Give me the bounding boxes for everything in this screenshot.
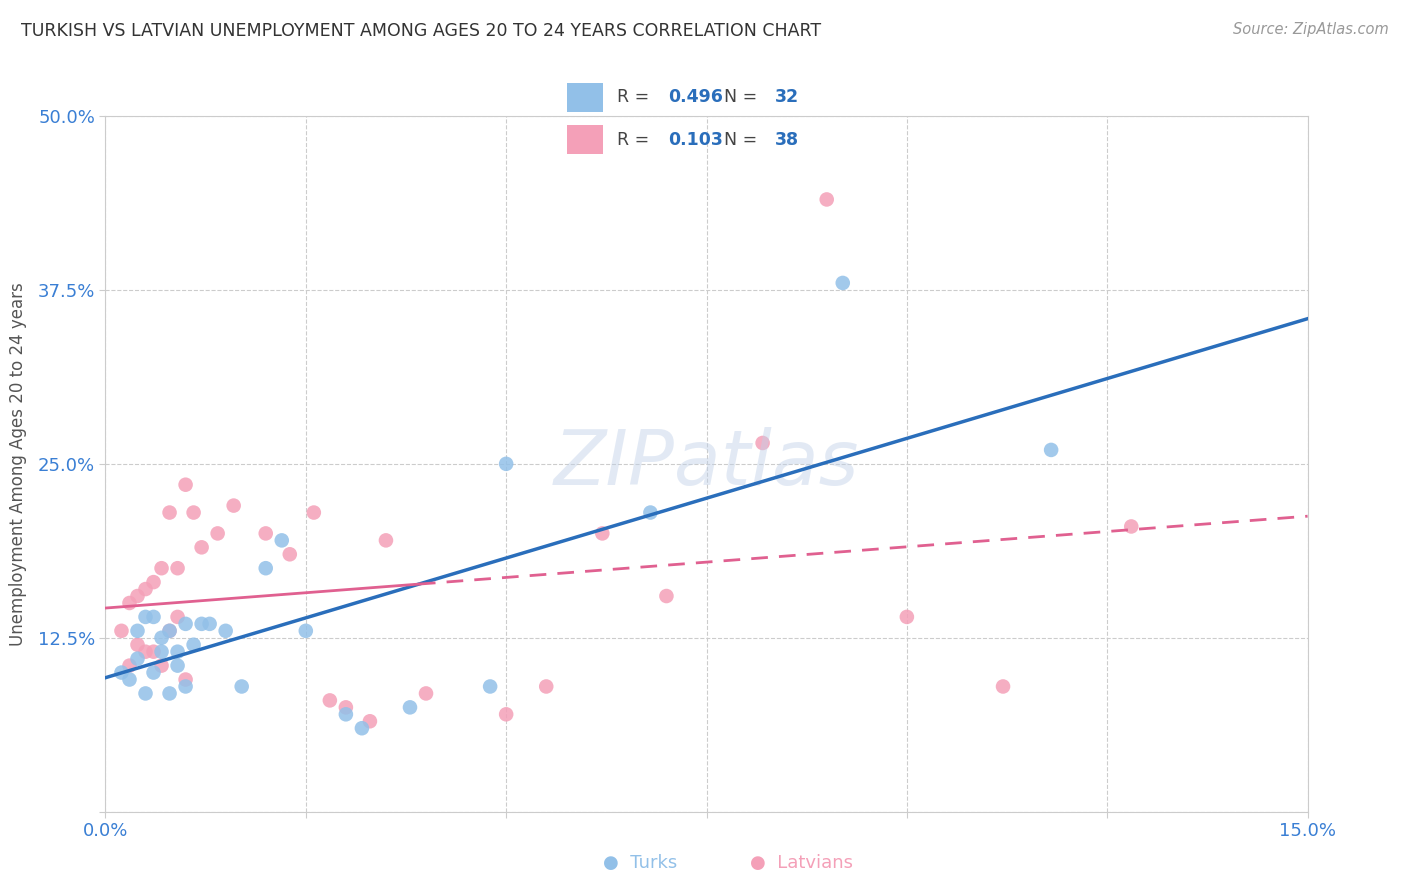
Point <box>479 680 502 694</box>
Point <box>159 506 181 520</box>
Point <box>831 276 853 290</box>
Point <box>127 624 149 638</box>
Point <box>118 673 141 687</box>
Text: N =: N = <box>724 87 763 105</box>
Point <box>655 589 678 603</box>
Point <box>135 610 157 624</box>
Point <box>415 686 437 700</box>
Point <box>319 693 342 707</box>
Point <box>295 624 318 638</box>
Point <box>190 616 212 631</box>
Y-axis label: Unemployment Among Ages 20 to 24 years: Unemployment Among Ages 20 to 24 years <box>8 282 27 646</box>
Text: 0.496: 0.496 <box>668 87 723 105</box>
Point <box>815 193 838 207</box>
Point <box>335 700 357 714</box>
Point <box>495 457 517 471</box>
Text: TURKISH VS LATVIAN UNEMPLOYMENT AMONG AGES 20 TO 24 YEARS CORRELATION CHART: TURKISH VS LATVIAN UNEMPLOYMENT AMONG AG… <box>21 22 821 40</box>
Point <box>350 721 373 735</box>
Point <box>127 651 149 665</box>
Point <box>991 680 1014 694</box>
Point <box>254 561 277 575</box>
Text: R =: R = <box>617 131 655 149</box>
Point <box>254 526 277 541</box>
Point <box>166 610 188 624</box>
Point <box>183 506 205 520</box>
Point <box>110 665 132 680</box>
Text: 32: 32 <box>775 87 799 105</box>
Point <box>207 526 229 541</box>
Point <box>142 575 165 590</box>
Point <box>374 533 398 548</box>
Point <box>183 638 205 652</box>
Point <box>174 673 197 687</box>
Point <box>150 631 173 645</box>
Text: ZIPatlas: ZIPatlas <box>554 427 859 500</box>
Text: Source: ZipAtlas.com: Source: ZipAtlas.com <box>1233 22 1389 37</box>
Bar <box>567 83 603 112</box>
Text: N =: N = <box>724 131 763 149</box>
Point <box>150 645 173 659</box>
Point <box>399 700 422 714</box>
Point <box>166 658 188 673</box>
Point <box>222 499 245 513</box>
Point <box>335 707 357 722</box>
Point <box>142 645 165 659</box>
Bar <box>567 125 603 153</box>
Text: 38: 38 <box>775 131 799 149</box>
Point <box>896 610 918 624</box>
Point <box>159 624 181 638</box>
Point <box>118 596 141 610</box>
Point <box>142 665 165 680</box>
Point <box>135 686 157 700</box>
Point <box>214 624 236 638</box>
Point <box>150 561 173 575</box>
Text: ●  Latvians: ● Latvians <box>749 855 853 872</box>
Point <box>1121 519 1143 533</box>
Text: R =: R = <box>617 87 655 105</box>
Point <box>110 624 132 638</box>
Point <box>302 506 325 520</box>
Point <box>495 707 517 722</box>
Point <box>174 616 197 631</box>
Point <box>359 714 381 729</box>
Point <box>174 477 197 491</box>
Point <box>127 638 149 652</box>
Point <box>118 658 141 673</box>
Point <box>534 680 557 694</box>
Text: ●  Turks: ● Turks <box>603 855 676 872</box>
Point <box>640 506 662 520</box>
Point <box>198 616 221 631</box>
Point <box>166 645 188 659</box>
Point <box>127 589 149 603</box>
Point <box>231 680 253 694</box>
Point <box>278 547 301 561</box>
Point <box>591 526 613 541</box>
Point <box>270 533 292 548</box>
Point <box>166 561 188 575</box>
Point <box>150 658 173 673</box>
Point <box>159 686 181 700</box>
Point <box>135 645 157 659</box>
Text: 0.103: 0.103 <box>668 131 723 149</box>
Point <box>751 436 773 450</box>
Point <box>174 680 197 694</box>
Point <box>142 610 165 624</box>
Point <box>1040 442 1063 457</box>
Point <box>135 582 157 596</box>
Point <box>190 541 212 555</box>
Point <box>159 624 181 638</box>
